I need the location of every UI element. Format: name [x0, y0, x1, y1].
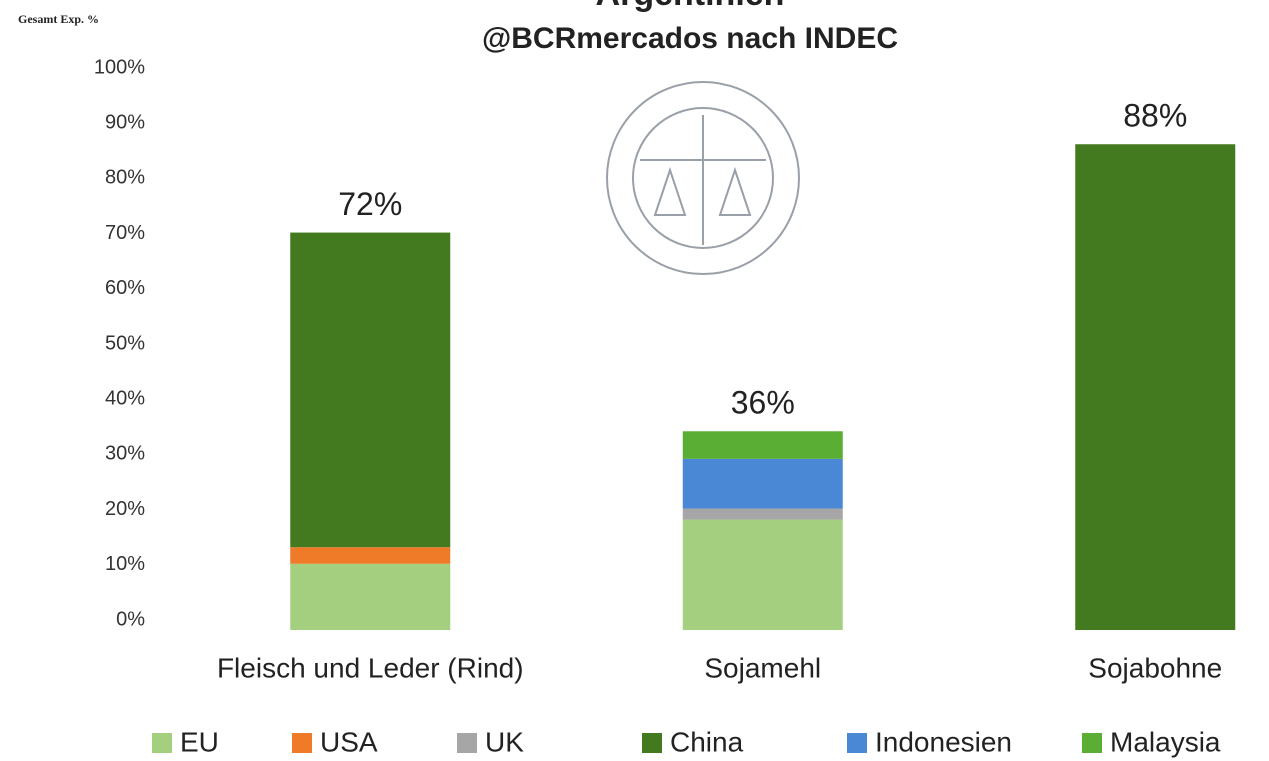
y-tick-label: 80% — [105, 167, 145, 189]
bar-segment — [290, 563, 451, 630]
bar-segment — [682, 458, 843, 509]
legend-label: EU — [180, 726, 219, 757]
total-label: 36% — [731, 385, 795, 421]
bar-segment — [682, 508, 843, 520]
legend-swatch — [642, 733, 662, 753]
x-tick-label: Sojabohne — [1088, 652, 1222, 683]
y-tick-label: 100% — [94, 56, 145, 78]
bar-segment — [290, 232, 451, 548]
legend-swatch — [1082, 733, 1102, 753]
bar-segment — [1075, 144, 1236, 631]
bar-segment — [682, 519, 843, 630]
bar-segment — [290, 547, 451, 564]
y-tick-label: 50% — [105, 332, 145, 354]
legend-label: USA — [320, 726, 378, 757]
legend-swatch — [457, 733, 477, 753]
legend-label: China — [670, 726, 744, 757]
legend-label: UK — [485, 726, 524, 757]
chart-title: Argentinien — [596, 0, 785, 13]
legend-label: Malaysia — [1110, 726, 1221, 757]
y-tick-label: 40% — [105, 387, 145, 409]
legend-swatch — [847, 733, 867, 753]
chart-subtitle: @BCRmercados nach INDEC — [482, 22, 898, 55]
y-tick-label: 0% — [116, 608, 145, 630]
total-label: 72% — [338, 186, 402, 222]
total-label: 88% — [1123, 98, 1187, 134]
y-tick-label: 10% — [105, 553, 145, 575]
bar-segment — [682, 431, 843, 459]
x-tick-label: Fleisch und Leder (Rind) — [217, 652, 524, 683]
y-tick-label: 20% — [105, 498, 145, 520]
x-tick-label: Sojamehl — [704, 652, 821, 683]
legend-label: Indonesien — [875, 726, 1012, 757]
y-tick-label: 60% — [105, 277, 145, 299]
y-tick-label: 30% — [105, 443, 145, 465]
legend-swatch — [292, 733, 312, 753]
y-axis-label: Gesamt Exp. % — [18, 12, 99, 26]
y-tick-label: 90% — [105, 111, 145, 133]
y-tick-label: 70% — [105, 222, 145, 244]
legend-swatch — [152, 733, 172, 753]
seal — [606, 81, 800, 275]
